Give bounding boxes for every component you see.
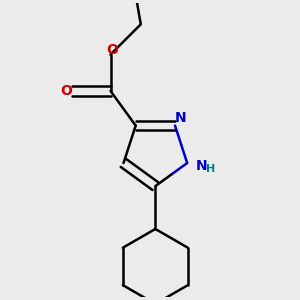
Text: O: O — [106, 43, 118, 57]
Text: N: N — [175, 111, 186, 125]
Text: O: O — [60, 84, 72, 98]
Text: H: H — [206, 164, 215, 174]
Text: N: N — [196, 159, 208, 173]
